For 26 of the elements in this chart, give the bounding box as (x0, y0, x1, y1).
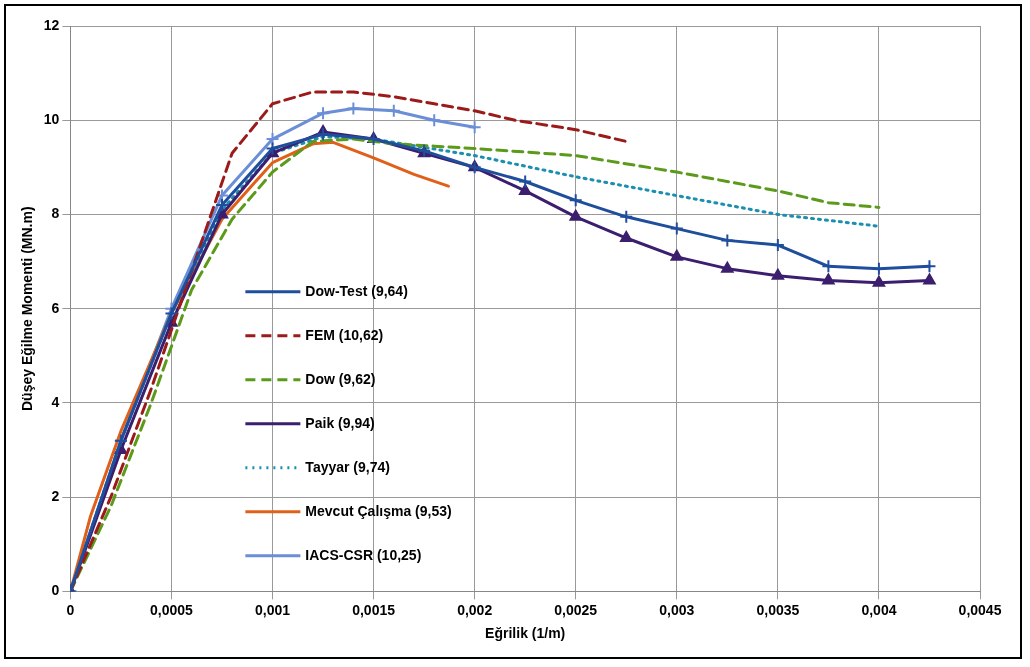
legend-label: Dow (9,62) (305, 370, 376, 387)
x-tick-label: 0,004 (861, 601, 897, 618)
legend-label: Tayyar (9,74) (305, 458, 390, 475)
x-tick-label: 0,0005 (150, 601, 194, 618)
x-tick-label: 0,001 (254, 601, 291, 618)
y-tick-label: 12 (43, 16, 60, 33)
legend-label: Dow-Test (9,64) (305, 282, 408, 299)
legend-label: Mevcut Çalışma (9,53) (305, 502, 452, 519)
legend-label: FEM (10,62) (305, 326, 384, 343)
y-tick-label: 2 (51, 488, 60, 505)
legend-label: IACS-CSR (10,25) (305, 546, 422, 563)
x-axis-title: Eğrilik (1/m) (485, 625, 566, 642)
x-tick-label: 0,0035 (756, 601, 800, 618)
x-tick-label: 0 (66, 601, 75, 618)
y-tick-label: 4 (51, 393, 60, 410)
y-tick-label: 8 (51, 205, 60, 222)
x-tick-label: 0,0025 (554, 601, 598, 618)
x-tick-label: 0,0045 (958, 601, 1002, 618)
legend-label: Paik (9,94) (305, 414, 375, 431)
x-tick-label: 0,0015 (352, 601, 396, 618)
x-tick-label: 0,002 (457, 601, 493, 618)
x-tick-label: 0,003 (659, 601, 695, 618)
y-tick-label: 0 (51, 582, 60, 599)
y-tick-label: 10 (43, 111, 60, 128)
y-tick-label: 6 (51, 299, 60, 316)
y-axis-title: Düşey Eğilme Momenti (MN.m) (19, 206, 36, 411)
